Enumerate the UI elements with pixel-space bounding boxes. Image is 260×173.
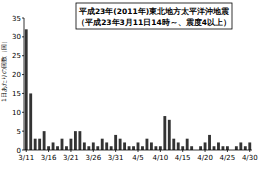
y-tick [22, 74, 24, 75]
y-tick-label: 35 [12, 15, 21, 23]
bar [235, 146, 238, 150]
bar [101, 139, 104, 150]
bar [61, 139, 64, 150]
page: {"chart_data": {"type": "bar", "title": … [0, 0, 260, 173]
x-tick-label: 4/10 [152, 154, 168, 162]
x-tick-label: 4/5 [132, 154, 143, 162]
bar [248, 142, 251, 150]
bar [213, 146, 216, 150]
x-tick [93, 150, 94, 152]
bar [226, 146, 229, 150]
bar [105, 142, 108, 150]
bar [110, 146, 113, 150]
y-tick-label: 15 [12, 90, 21, 98]
bar [186, 139, 189, 150]
x-tick-label: 3/21 [63, 154, 79, 162]
bar [29, 93, 32, 150]
bar [65, 146, 68, 150]
bar [208, 135, 211, 150]
bar [168, 120, 171, 150]
x-tick [70, 150, 71, 152]
bar [172, 139, 175, 150]
bar [239, 142, 242, 150]
bar [163, 116, 166, 150]
y-tick-label: 5 [17, 128, 21, 136]
y-tick [22, 18, 24, 19]
x-tick [249, 150, 250, 152]
bar [119, 139, 122, 150]
bar [190, 146, 193, 150]
bar [114, 135, 117, 150]
bar [92, 142, 95, 150]
x-tick [227, 150, 228, 152]
bars [25, 29, 251, 150]
bar [123, 142, 126, 150]
bar [137, 142, 140, 150]
bar [43, 131, 46, 150]
x-tick [205, 150, 206, 152]
chart: 051015202530353/113/163/213/263/314/54/1… [0, 0, 260, 173]
bar [217, 142, 220, 150]
x-tick-label: 4/20 [197, 154, 213, 162]
bar [96, 146, 99, 150]
y-tick-label: 10 [12, 109, 21, 117]
bar [74, 131, 77, 150]
bar [52, 142, 55, 150]
bar [181, 146, 184, 150]
bar [83, 142, 86, 150]
y-tick-label: 25 [12, 52, 21, 60]
x-tick [48, 150, 49, 152]
x-tick [115, 150, 116, 152]
bar [38, 139, 41, 150]
bar [70, 139, 73, 150]
bar [56, 146, 59, 150]
bar [25, 29, 28, 150]
x-tick [26, 150, 27, 152]
bar [132, 146, 135, 150]
subtitle: （平成23年3月11日14時～、震度4以上） [77, 17, 231, 27]
x-tick [182, 150, 183, 152]
x-tick [138, 150, 139, 152]
x-tick-label: 3/26 [85, 154, 101, 162]
x-tick-label: 4/30 [242, 154, 258, 162]
y-tick [22, 55, 24, 56]
bar [34, 139, 37, 150]
bar [141, 146, 144, 150]
bar [47, 146, 50, 150]
y-tick [22, 36, 24, 37]
bar [244, 146, 247, 150]
x-tick [160, 150, 161, 152]
bar [199, 146, 202, 150]
y-tick [22, 131, 24, 132]
title: 平成23年(2011年)東北地方太平洋沖地震 [78, 6, 229, 16]
y-tick-label: 30 [12, 33, 21, 41]
y-tick [22, 112, 24, 113]
x-tick-label: 4/25 [220, 154, 236, 162]
x-tick-label: 3/16 [41, 154, 57, 162]
y-axis [24, 18, 25, 150]
x-tick-label: 3/31 [108, 154, 124, 162]
x-tick-label: 3/11 [18, 154, 34, 162]
y-tick [22, 150, 24, 151]
title-box [76, 3, 232, 29]
bar [128, 146, 131, 150]
x-tick-label: 4/15 [175, 154, 191, 162]
y-tick [22, 93, 24, 94]
bar [177, 142, 180, 150]
y-axis-label: 1日あたりの回数（回） [0, 38, 8, 102]
bar [154, 146, 157, 150]
y-tick-label: 20 [12, 71, 21, 79]
bar [146, 139, 149, 150]
bar [204, 142, 207, 150]
bar [87, 146, 90, 150]
bar [150, 142, 153, 150]
bar [222, 146, 225, 150]
bar [78, 131, 81, 150]
bar [159, 146, 162, 150]
